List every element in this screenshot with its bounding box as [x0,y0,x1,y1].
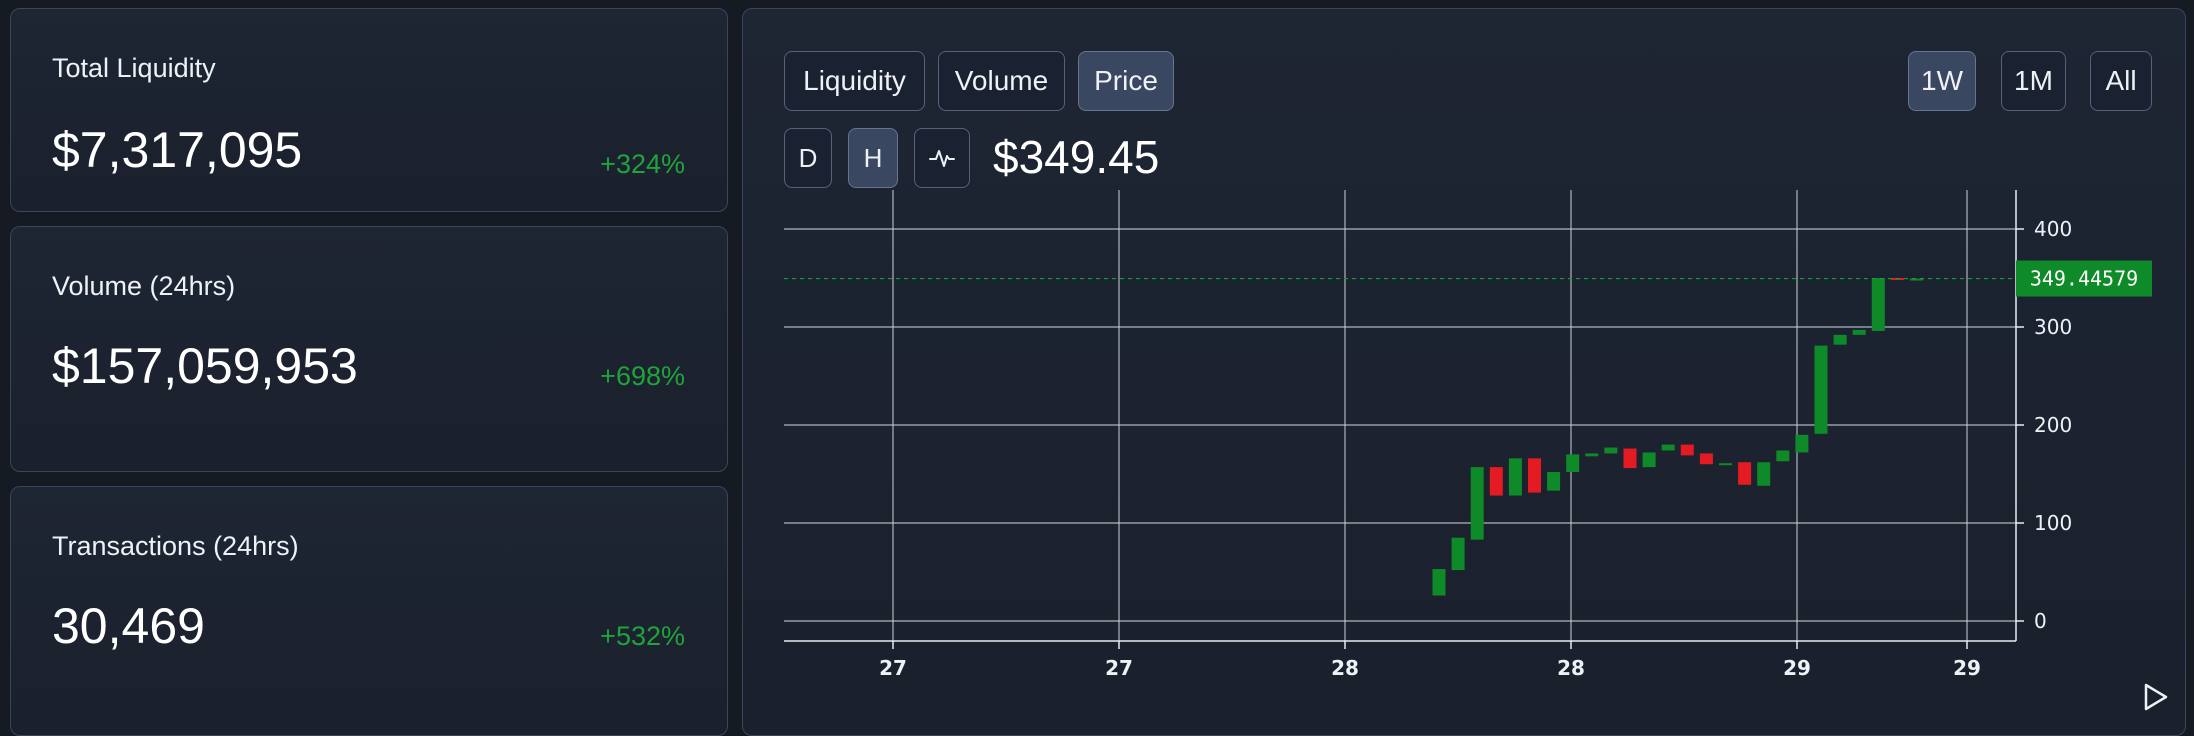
card-change: +532% [600,621,685,651]
x-tick-label: 28 [1331,656,1359,680]
chart-gridlines [784,190,2016,641]
x-tick-label: 27 [1105,656,1133,680]
volume-24h-card: Volume (24hrs) $157,059,953 +698% [10,226,728,472]
card-change: +698% [600,361,685,391]
x-tick-label: 29 [1783,656,1811,680]
candle [1833,334,1847,345]
candle [1604,447,1618,454]
candle [1623,448,1637,469]
interval-hour-button[interactable]: H [848,128,898,188]
range-1w-button[interactable]: 1W [1908,51,1976,111]
x-tick-label: 27 [879,656,907,680]
card-change: +324% [600,149,685,179]
total-liquidity-card: Total Liquidity $7,317,095 +324% [10,8,728,212]
y-tick-label: 100 [2034,511,2072,535]
candle [1566,454,1580,473]
candle [1642,452,1656,468]
y-tick-label: 200 [2034,413,2072,437]
candle [1699,453,1713,465]
last-price-badge [2016,260,2152,297]
candle [1852,329,1866,335]
card-label: Volume (24hrs) [52,271,236,301]
tab-volume[interactable]: Volume [938,51,1065,111]
range-1m-button[interactable]: 1M [2001,51,2066,111]
y-tick-label: 0 [2034,609,2047,633]
pulse-line-icon [929,150,955,167]
chart-axes: 0 100 200 300 400 27 27 28 28 29 29 349.44579 [784,190,2152,680]
tab-price[interactable]: Price [1078,51,1174,111]
candle [1528,458,1541,493]
candle [1508,458,1522,496]
candle [1432,569,1446,596]
candle [1547,472,1561,491]
candle [1661,444,1675,451]
candle [1585,453,1599,457]
line-chart-toggle-button[interactable] [914,128,970,188]
interval-day-button[interactable]: D [784,128,832,188]
candle [1680,444,1694,456]
current-price: $349.45 [993,131,1160,183]
tab-liquidity[interactable]: Liquidity [784,51,925,111]
candle [1795,434,1809,453]
candle [1489,467,1503,496]
x-tick-label: 29 [1953,656,1981,680]
card-label: Transactions (24hrs) [52,531,299,561]
card-label: Total Liquidity [52,53,216,83]
candle [1871,278,1885,331]
candle [1470,467,1484,540]
candle [1451,537,1465,571]
last-price-label: 349.44579 [2030,267,2138,291]
candle [1719,463,1732,466]
candle [1738,462,1752,485]
candle [1776,450,1790,462]
y-tick-label: 300 [2034,315,2072,339]
candle [1910,278,1923,281]
x-tick-label: 28 [1557,656,1585,680]
transactions-24h-card: Transactions (24hrs) 30,469 +532% [10,486,728,736]
range-all-button[interactable]: All [2090,51,2152,111]
chart-candles [1432,278,1923,596]
chart-panel [742,8,2186,736]
card-value: $157,059,953 [52,338,358,394]
card-value: $7,317,095 [52,122,303,178]
candle [1814,345,1828,434]
card-value: 30,469 [52,598,205,654]
y-tick-label: 400 [2034,217,2072,241]
candle [1757,462,1771,486]
play-icon[interactable] [2143,683,2169,711]
